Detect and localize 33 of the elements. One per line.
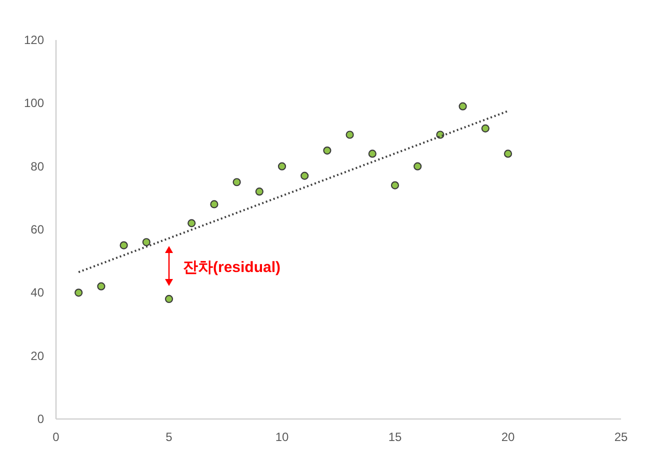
x-tick-label: 10 [275, 430, 289, 444]
point [210, 200, 218, 208]
point [232, 178, 241, 186]
point [390, 181, 400, 190]
point [164, 294, 174, 304]
point [120, 241, 128, 250]
y-tick-label: 80 [30, 159, 44, 174]
y-tick-label: 60 [30, 222, 44, 236]
x-tick-label: 0 [52, 430, 60, 444]
point [300, 172, 309, 180]
x-tick-label: 15 [388, 430, 402, 444]
point [504, 150, 512, 158]
y-tick-label: 120 [24, 33, 44, 47]
y-tick-label: 100 [24, 96, 44, 110]
point [346, 130, 354, 139]
x-tick-label: 25 [614, 430, 628, 444]
x-tick-label: 20 [501, 430, 515, 444]
point [323, 146, 332, 155]
point [278, 162, 286, 170]
point [481, 124, 490, 132]
point [188, 219, 196, 228]
point [74, 288, 83, 297]
y-tick-label: 0 [37, 412, 44, 426]
point [255, 188, 264, 196]
y-tick-label: 40 [30, 286, 44, 300]
point [414, 162, 422, 170]
y-tick-label: 20 [30, 348, 44, 363]
annotation: 잔차(residual) [183, 259, 281, 276]
point [97, 282, 106, 290]
point [458, 102, 467, 110]
point [142, 238, 150, 246]
x-tick-label: 5 [166, 430, 173, 444]
point [368, 150, 376, 158]
